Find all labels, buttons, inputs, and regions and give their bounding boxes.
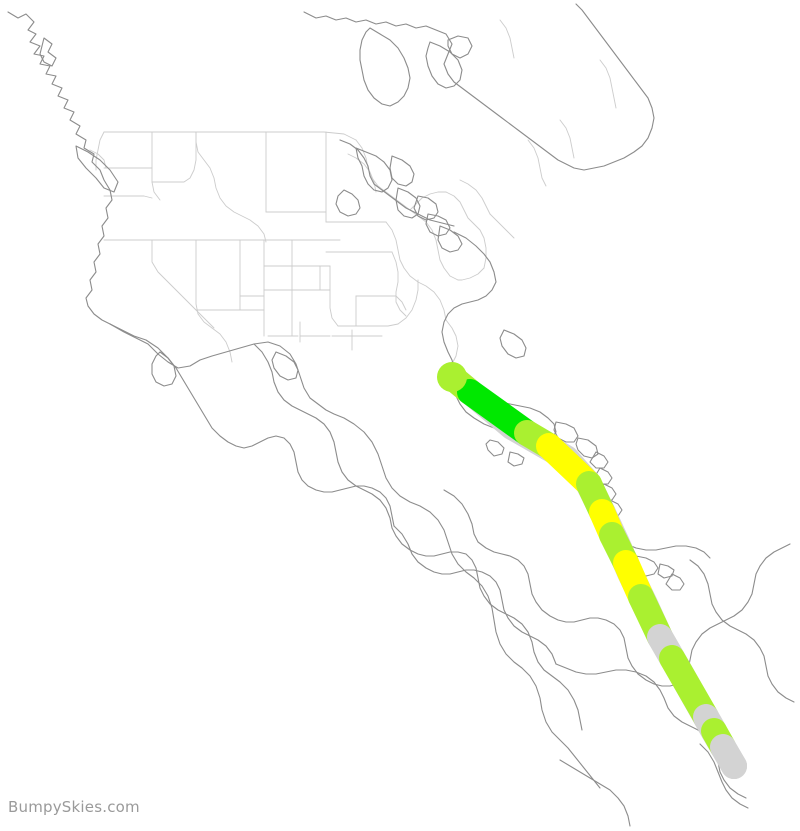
political-border-46 xyxy=(599,59,617,109)
coastline-2 xyxy=(75,145,119,193)
coastline-40 xyxy=(335,189,361,217)
coastline-23 xyxy=(589,451,609,469)
coastline-29 xyxy=(555,663,747,799)
political-border-20 xyxy=(355,139,419,217)
political-border-23 xyxy=(337,323,399,327)
political-border-31 xyxy=(445,319,459,365)
political-border-45 xyxy=(559,119,575,159)
political-border-17 xyxy=(329,265,339,327)
coastline-9 xyxy=(355,147,393,193)
political-border-2 xyxy=(151,131,161,201)
political-border-42 xyxy=(473,223,487,269)
political-borders-layer xyxy=(89,19,617,365)
coastline-39 xyxy=(499,329,527,359)
coastline-38 xyxy=(151,351,177,387)
coastline-37 xyxy=(271,351,299,381)
political-border-28 xyxy=(417,215,459,281)
political-border-21 xyxy=(385,221,419,283)
coastline-19 xyxy=(553,421,579,443)
coastline-16 xyxy=(109,323,395,527)
political-border-47 xyxy=(499,19,515,59)
coastline-12 xyxy=(413,195,439,221)
political-border-8 xyxy=(195,239,213,329)
coastline-3 xyxy=(109,323,601,789)
coastline-28 xyxy=(443,489,791,687)
political-border-27 xyxy=(417,281,447,321)
political-border-36 xyxy=(211,327,233,363)
coastline-27 xyxy=(393,525,557,665)
political-border-43 xyxy=(457,267,485,281)
political-border-44 xyxy=(527,139,547,187)
coastline-15 xyxy=(441,231,497,369)
destination-marker[interactable] xyxy=(721,753,747,779)
political-border-4 xyxy=(195,131,267,243)
political-border-51 xyxy=(395,295,407,311)
political-border-22 xyxy=(391,251,407,317)
coastline-33 xyxy=(657,563,675,579)
political-border-1 xyxy=(103,131,357,141)
political-border-48 xyxy=(89,149,107,169)
coastline-22 xyxy=(507,451,525,467)
coastline-13 xyxy=(425,213,451,237)
coastline-1 xyxy=(39,37,57,67)
coastline-30 xyxy=(689,559,795,703)
origin-marker[interactable] xyxy=(437,362,467,392)
coastline-4 xyxy=(303,3,655,171)
flight-route-layer[interactable] xyxy=(437,362,747,779)
coastline-0 xyxy=(7,11,113,325)
coastline-36 xyxy=(699,743,749,809)
coastline-7 xyxy=(447,35,473,59)
coastline-10 xyxy=(389,155,415,187)
political-border-38 xyxy=(103,195,153,199)
coastline-35 xyxy=(559,759,631,827)
coastline-17 xyxy=(253,343,583,731)
political-border-41 xyxy=(489,213,515,239)
coastline-21 xyxy=(485,439,505,457)
political-border-49 xyxy=(95,131,105,171)
coastline-5 xyxy=(359,27,411,107)
political-border-30 xyxy=(445,191,475,225)
coastline-34 xyxy=(665,573,685,591)
political-border-9 xyxy=(151,239,215,329)
political-border-40 xyxy=(459,179,491,215)
coastline-14 xyxy=(437,225,463,253)
political-border-26 xyxy=(397,279,419,325)
coastline-8 xyxy=(339,139,455,227)
coastline-11 xyxy=(395,187,421,219)
